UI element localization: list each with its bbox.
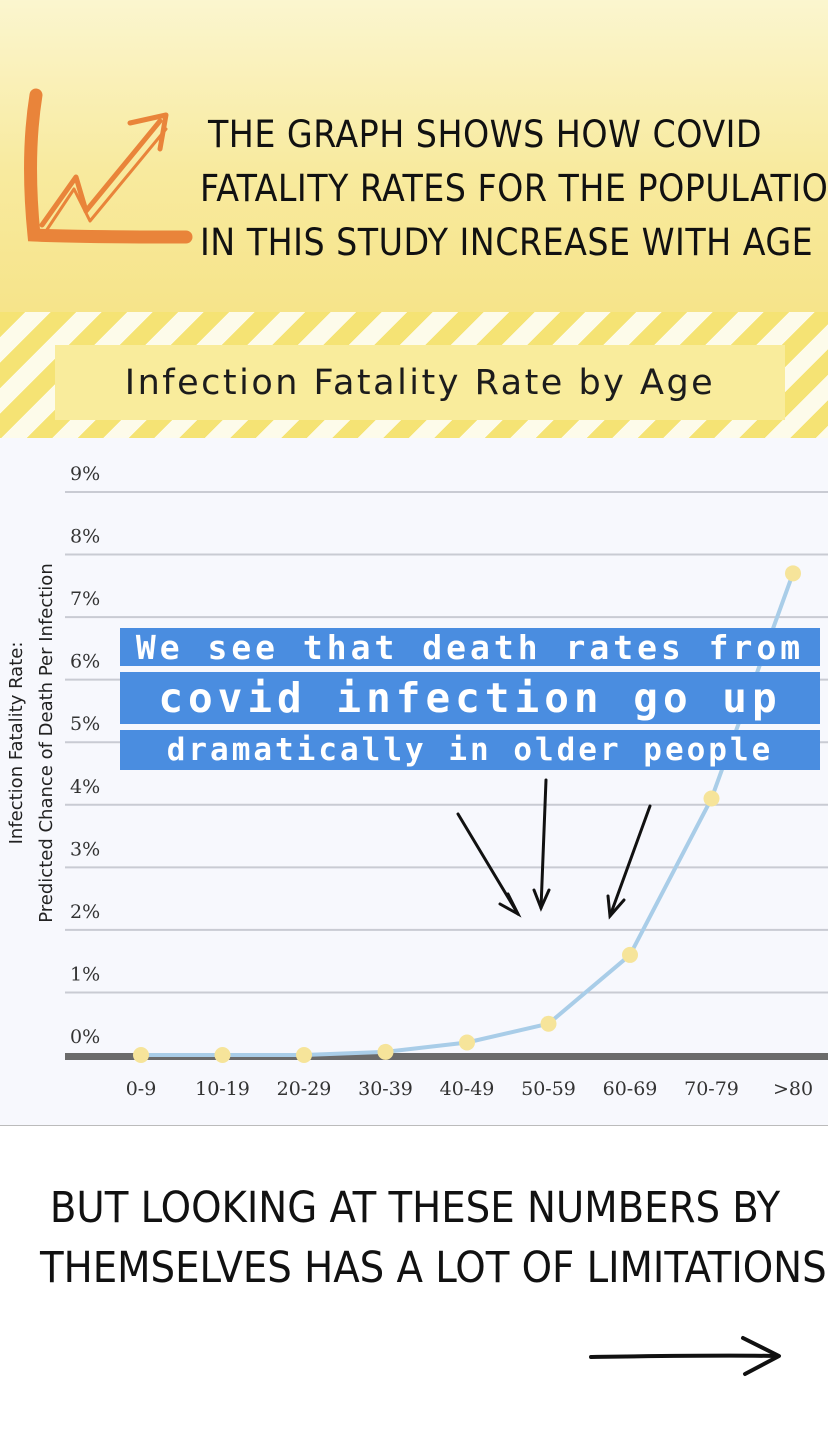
headline-line-1: THE GRAPH SHOWS HOW COVID bbox=[207, 113, 763, 156]
x-tick-label: >80 bbox=[773, 1078, 813, 1100]
x-tick-label: 50-59 bbox=[521, 1078, 576, 1100]
data-point bbox=[622, 946, 638, 963]
y-tick-label: 3% bbox=[70, 838, 100, 860]
data-point bbox=[296, 1047, 312, 1063]
y-tick-label: 2% bbox=[70, 901, 100, 923]
y-tick-label: 8% bbox=[70, 526, 100, 548]
x-tick-label: 60-69 bbox=[603, 1078, 658, 1100]
arrow-right-icon[interactable] bbox=[585, 1330, 790, 1380]
footer-line-2: THEMSELVES HAS A LOT OF LIMITATIONS bbox=[40, 1243, 827, 1293]
y-tick-label: 5% bbox=[70, 713, 100, 735]
x-tick-label: 10-19 bbox=[195, 1078, 250, 1100]
y-tick-label: 7% bbox=[70, 588, 100, 610]
x-tick-label: 20-29 bbox=[277, 1078, 332, 1100]
data-point bbox=[133, 1047, 149, 1063]
chart-title-band: Infection Fatality Rate by Age bbox=[0, 312, 828, 438]
caption-line-3: dramatically in older people bbox=[120, 730, 820, 770]
x-tick-label: 30-39 bbox=[358, 1078, 413, 1100]
annotation-arrow-2-head bbox=[532, 888, 551, 912]
data-point bbox=[540, 1015, 557, 1032]
y-axis-label-line-2: Predicted Chance of Death Per Infection bbox=[36, 563, 57, 922]
footer-line-1: BUT LOOKING AT THESE NUMBERS BY bbox=[49, 1183, 781, 1233]
y-tick-label: 0% bbox=[70, 1026, 100, 1048]
y-tick-label: 9% bbox=[70, 463, 100, 485]
annotation-arrow-1-head bbox=[498, 892, 522, 918]
x-tick-label: 70-79 bbox=[684, 1078, 739, 1100]
hand-drawn-arrows bbox=[456, 778, 652, 920]
data-point bbox=[703, 790, 720, 807]
headline-line-3: IN THIS STUDY INCREASE WITH AGE bbox=[200, 221, 814, 264]
headline-line-2: FATALITY RATES FOR THE POPULATION bbox=[200, 167, 828, 210]
annotation-arrow-3-head bbox=[606, 894, 626, 920]
y-tick-label: 1% bbox=[70, 963, 100, 985]
headline: THE GRAPH SHOWS HOW COVID FATALITY RATES… bbox=[200, 108, 828, 270]
chart-title: Infection Fatality Rate by Age bbox=[124, 362, 716, 403]
y-tick-label: 6% bbox=[70, 651, 100, 673]
x-tick-label: 0-9 bbox=[126, 1078, 157, 1100]
chart-area: 0% 1% 2% 3% 4% 5% 6% 7% 8% 9% 0-9 10-19 20-29 30-39 40… bbox=[0, 438, 828, 1125]
y-tick-label: 4% bbox=[70, 776, 100, 798]
section-divider bbox=[0, 1125, 828, 1126]
top-banner: THE GRAPH SHOWS HOW COVID FATALITY RATES… bbox=[0, 0, 828, 312]
caption-line-1: We see that death rates from bbox=[120, 628, 820, 667]
annotation-arrow-2 bbox=[539, 778, 548, 910]
x-tick-label: 40-49 bbox=[440, 1078, 495, 1100]
data-point bbox=[785, 565, 801, 582]
caption-line-2: covid infection go up bbox=[120, 672, 820, 724]
trend-up-arrow-icon bbox=[24, 88, 193, 244]
x-axis-baseline bbox=[65, 1053, 828, 1060]
data-point bbox=[377, 1043, 394, 1060]
footer-text: BUT LOOKING AT THESE NUMBERS BY THEMSELV… bbox=[40, 1178, 827, 1298]
data-point bbox=[459, 1034, 475, 1051]
data-point bbox=[214, 1047, 231, 1063]
y-axis-label-line-1: Infection Fatality Rate: bbox=[6, 642, 27, 845]
chart-title-box: Infection Fatality Rate by Age bbox=[55, 345, 785, 420]
annotation-arrow-3 bbox=[608, 804, 652, 918]
line-chart: 0% 1% 2% 3% 4% 5% 6% 7% 8% 9% 0-9 10-19 20-29 30-39 40… bbox=[6, 463, 828, 1100]
